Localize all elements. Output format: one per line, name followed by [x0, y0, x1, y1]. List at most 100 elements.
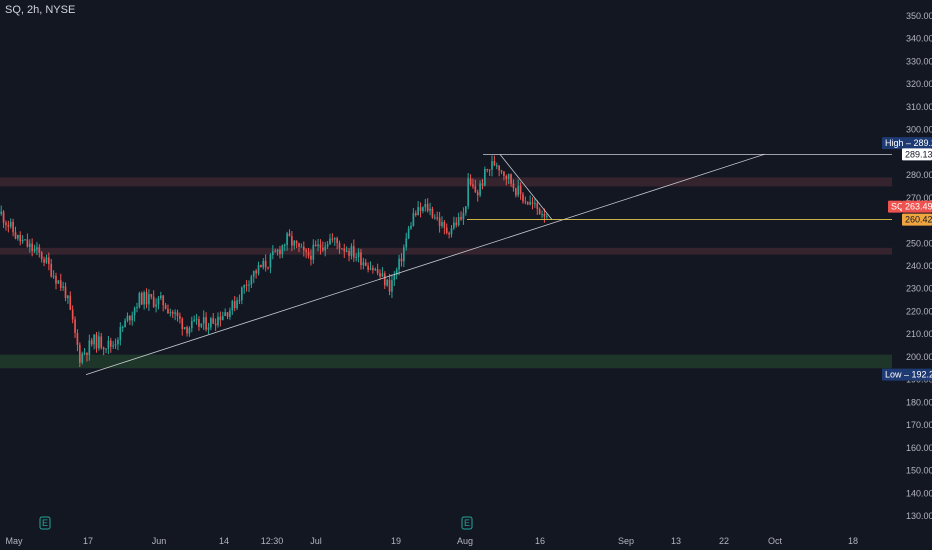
- candle-body: [498, 165, 500, 171]
- candle-body: [288, 233, 291, 237]
- descending-trendline: [499, 154, 553, 220]
- candle: [224, 308, 226, 317]
- candle-body: [62, 286, 64, 288]
- candle: [274, 248, 277, 253]
- y-tick-label: 230.00: [906, 284, 932, 294]
- ray-price-label-text: 289.13: [905, 149, 932, 159]
- candle: [305, 248, 307, 259]
- candle-body: [307, 251, 310, 256]
- candle-body: [271, 251, 274, 255]
- candle: [338, 240, 341, 254]
- candle-body: [495, 165, 498, 167]
- candle-body: [433, 217, 436, 219]
- candle: [143, 290, 145, 310]
- candle-body: [186, 327, 188, 334]
- candle-body: [14, 232, 17, 239]
- candle-body: [45, 257, 48, 263]
- candle-body: [362, 262, 365, 266]
- earnings-icon: E: [461, 516, 473, 530]
- earnings-box: [461, 516, 473, 530]
- candle: [486, 168, 489, 173]
- candle: [474, 179, 477, 193]
- candle-body: [112, 345, 115, 347]
- candle-body: [286, 233, 288, 245]
- candle: [14, 226, 17, 240]
- candle: [186, 325, 188, 337]
- candle: [302, 241, 305, 257]
- candle-body: [322, 247, 324, 251]
- earnings-glyph: E: [42, 518, 48, 528]
- y-tick-label: 220.00: [906, 306, 932, 316]
- y-tick-label: 170.00: [906, 420, 932, 430]
- ascending-trendline: [85, 153, 766, 375]
- candle-body: [505, 176, 508, 179]
- candle: [255, 268, 257, 279]
- candle-body: [50, 263, 53, 277]
- candle-body: [522, 194, 524, 202]
- candle-body: [36, 247, 38, 250]
- y-tick-label: 210.00: [906, 329, 932, 339]
- candle-body: [150, 294, 153, 297]
- candle-body: [457, 216, 460, 226]
- candle-body: [24, 239, 26, 241]
- candle: [367, 262, 369, 273]
- candle: [167, 304, 169, 314]
- candle: [67, 294, 69, 304]
- candle-body: [331, 238, 334, 240]
- candle: [531, 197, 534, 210]
- candle: [441, 216, 443, 229]
- y-tick-label: 330.00: [906, 56, 932, 66]
- candle-body: [176, 312, 179, 317]
- candle: [317, 238, 319, 252]
- candle: [102, 346, 105, 356]
- candle-body: [243, 284, 246, 288]
- price-axis: 130.00140.00150.00160.00170.00180.00190.…: [906, 11, 932, 521]
- candle-body: [345, 251, 348, 253]
- candle-body: [190, 320, 193, 329]
- candle-body: [188, 328, 191, 334]
- candle-body: [71, 309, 74, 320]
- candle: [90, 337, 93, 347]
- candle-body: [336, 238, 338, 244]
- candle-body: [159, 295, 162, 299]
- candle-body: [193, 319, 196, 321]
- candle: [319, 239, 322, 255]
- candle: [512, 179, 515, 192]
- y-tick-label: 310.00: [906, 102, 932, 112]
- candle-body: [214, 323, 217, 326]
- candle: [369, 261, 372, 271]
- candle-body: [129, 315, 131, 321]
- y-tick-label: 280.00: [906, 170, 932, 180]
- candle: [431, 206, 434, 219]
- candle: [31, 238, 33, 257]
- candle-body: [541, 214, 543, 216]
- candle-body: [133, 308, 136, 316]
- candle-body: [126, 315, 129, 321]
- candle: [59, 273, 62, 292]
- candle-body: [545, 216, 548, 218]
- candle: [410, 222, 412, 230]
- low-label: Low – 192.21: [882, 368, 932, 381]
- candle-body: [157, 298, 160, 305]
- candle: [81, 351, 84, 365]
- candle-body: [405, 238, 408, 248]
- candle: [541, 210, 543, 219]
- candle: [0, 205, 3, 216]
- x-tick-label: 18: [848, 536, 858, 546]
- earnings-icon: E: [39, 516, 51, 530]
- candle: [176, 309, 179, 322]
- candle: [534, 198, 536, 208]
- candle-body: [298, 243, 300, 247]
- candle-body: [31, 243, 33, 251]
- candle-body: [462, 212, 465, 220]
- candle-body: [205, 317, 207, 330]
- candle: [448, 231, 450, 239]
- candle: [252, 270, 255, 284]
- candle-body: [300, 246, 303, 248]
- y-tick-label: 250.00: [906, 238, 932, 248]
- candle-body: [95, 334, 98, 349]
- candle: [419, 202, 422, 218]
- candle: [50, 259, 53, 278]
